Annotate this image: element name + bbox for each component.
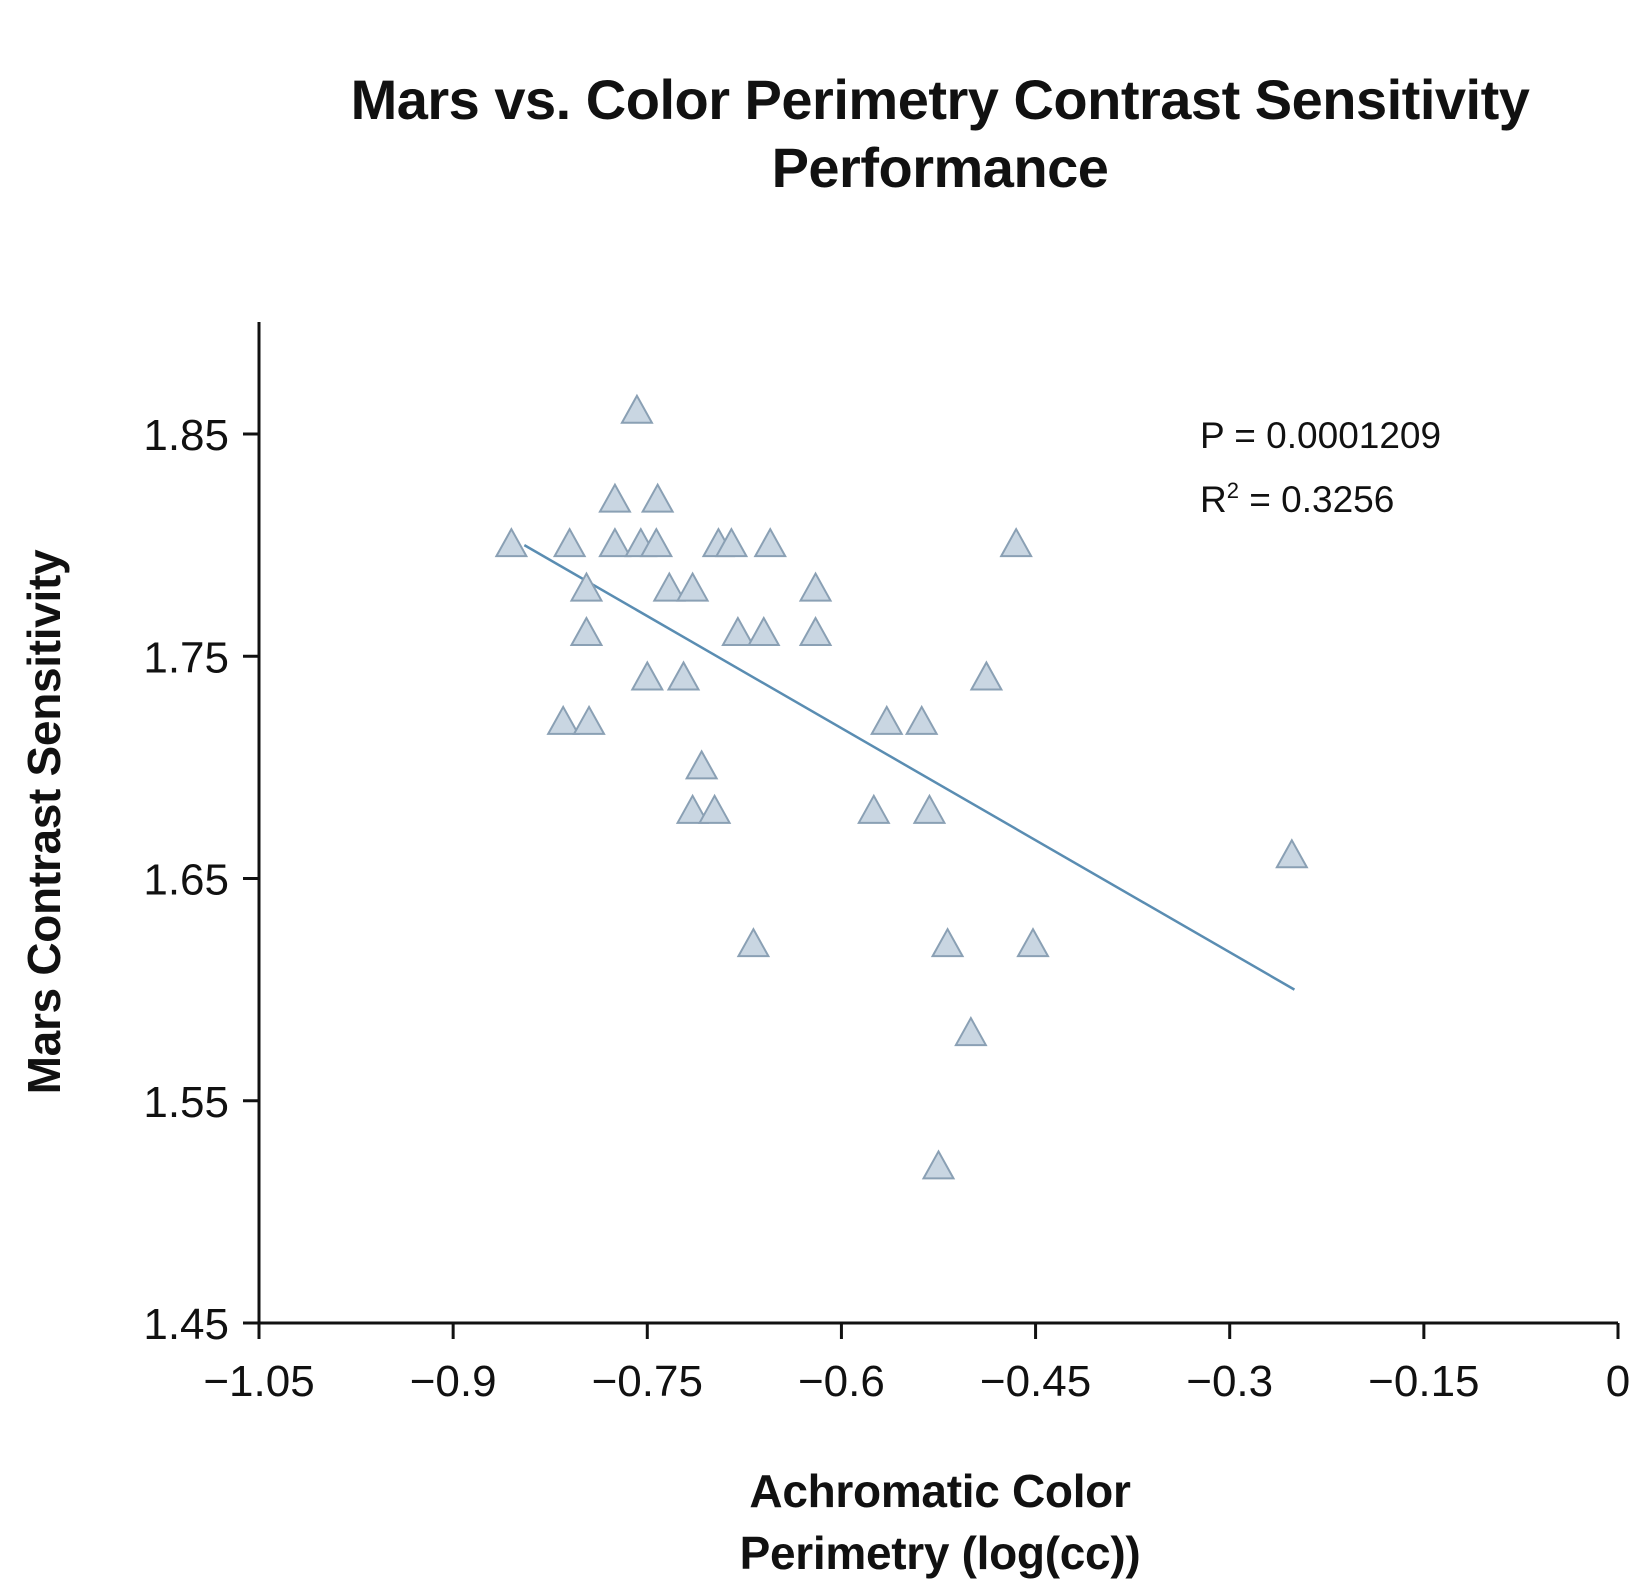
data-point bbox=[666, 660, 701, 691]
data-point bbox=[494, 527, 529, 558]
data-point bbox=[912, 793, 947, 824]
data-point bbox=[969, 660, 1004, 691]
x-tick-label: −0.3 bbox=[1186, 1357, 1273, 1406]
data-point bbox=[798, 571, 833, 602]
data-point bbox=[747, 615, 781, 647]
stats-annotation: P = 0.0001209 R2 = 0.3256 bbox=[1200, 404, 1441, 532]
data-point bbox=[721, 615, 755, 647]
data-point bbox=[714, 527, 749, 558]
data-point bbox=[572, 704, 606, 735]
r-squared-sup: 2 bbox=[1226, 478, 1239, 503]
chart-title-line-2: Performance bbox=[771, 136, 1109, 199]
data-point bbox=[954, 1016, 988, 1047]
x-tick-label: −0.9 bbox=[410, 1357, 497, 1406]
data-point bbox=[753, 527, 787, 558]
chart-title: Mars vs. Color Perimetry Contrast Sensit… bbox=[240, 66, 1640, 202]
data-point bbox=[598, 527, 632, 558]
data-point bbox=[684, 749, 719, 780]
x-axis-label-line-2: Perimetry (log(cc)) bbox=[739, 1527, 1141, 1579]
data-point bbox=[675, 571, 710, 602]
p-value-text: P = 0.0001209 bbox=[1200, 415, 1442, 456]
data-point bbox=[870, 704, 904, 735]
x-tick-label: −0.75 bbox=[592, 1357, 703, 1406]
data-point bbox=[904, 704, 939, 735]
data-point bbox=[546, 704, 580, 735]
data-point bbox=[598, 482, 632, 513]
data-point bbox=[736, 927, 771, 958]
data-point bbox=[675, 793, 710, 824]
data-point bbox=[552, 527, 587, 558]
r-squared-prefix: R bbox=[1200, 479, 1227, 520]
data-point bbox=[640, 482, 675, 513]
x-tick-label: −0.45 bbox=[980, 1357, 1091, 1406]
data-points bbox=[494, 393, 1309, 1180]
y-tick-label: 1.75 bbox=[143, 633, 229, 682]
chart-title-line-1: Mars vs. Color Perimetry Contrast Sensit… bbox=[350, 68, 1530, 131]
data-point bbox=[798, 615, 833, 647]
data-point bbox=[569, 615, 604, 647]
data-point bbox=[652, 571, 686, 602]
y-tick-label: 1.85 bbox=[143, 411, 229, 460]
x-axis-label: Achromatic Color Perimetry (log(cc)) bbox=[640, 1460, 1240, 1584]
regression-line bbox=[523, 544, 1296, 991]
y-tick-label: 1.65 bbox=[143, 856, 229, 905]
x-tick-label: −0.15 bbox=[1368, 1357, 1479, 1406]
data-point bbox=[639, 527, 674, 558]
data-point bbox=[630, 660, 664, 691]
data-point bbox=[569, 571, 604, 602]
axis-ticks: −1.05 −0.9 −0.75 −0.6 −0.45 −0.3 −0.15 0 1.45 1.5… bbox=[143, 411, 1630, 1406]
data-point bbox=[921, 1149, 956, 1180]
data-point bbox=[930, 927, 965, 958]
data-point bbox=[697, 793, 732, 824]
data-point bbox=[857, 793, 891, 824]
regression-group bbox=[523, 544, 1296, 991]
r-squared-suffix: = 0.3256 bbox=[1238, 479, 1395, 520]
data-point bbox=[1016, 927, 1050, 958]
x-tick-label: 0 bbox=[1606, 1357, 1630, 1406]
y-tick-label: 1.45 bbox=[143, 1300, 229, 1349]
x-tick-label: −0.6 bbox=[798, 1357, 885, 1406]
data-point bbox=[999, 527, 1033, 558]
r-squared-text: R2 = 0.3256 bbox=[1200, 468, 1441, 532]
y-tick-label: 1.55 bbox=[143, 1078, 229, 1127]
data-point bbox=[1275, 838, 1309, 869]
x-tick-label: −1.05 bbox=[203, 1357, 314, 1406]
x-axis-label-line-1: Achromatic Color bbox=[749, 1465, 1131, 1517]
data-point bbox=[620, 393, 654, 424]
